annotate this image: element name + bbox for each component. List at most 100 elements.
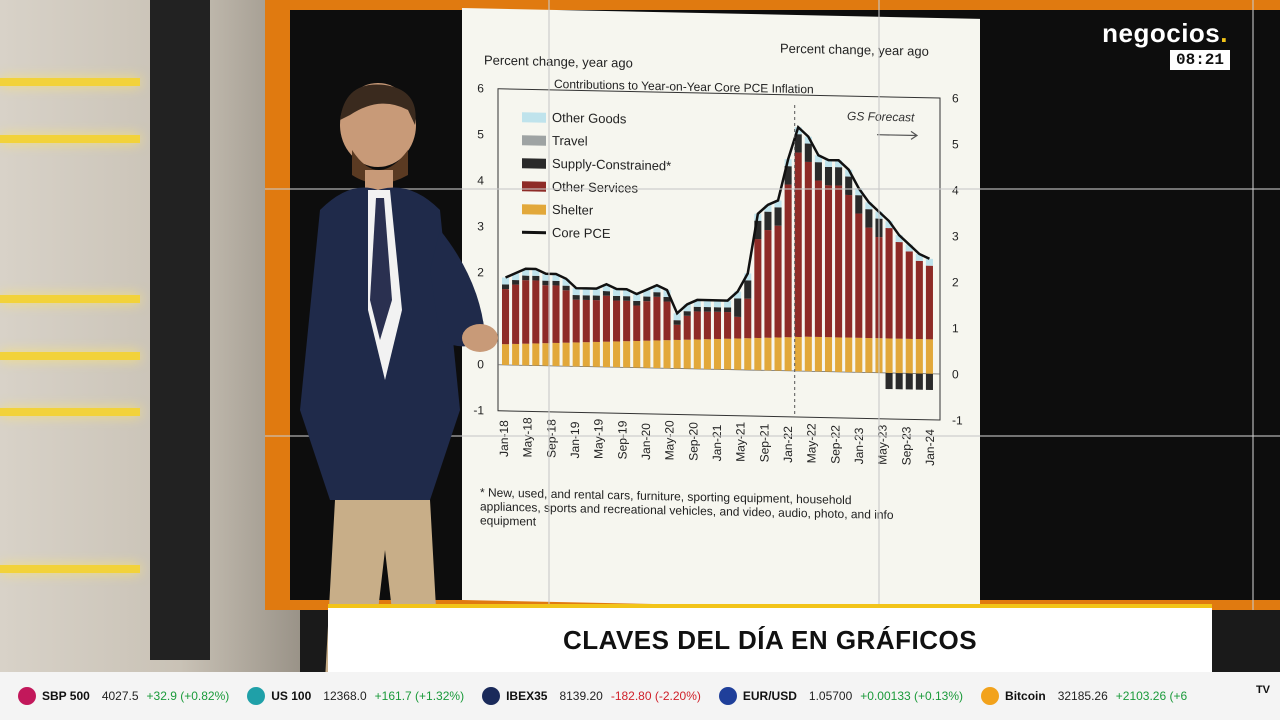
y-tick-right: 6 [952, 91, 959, 105]
bar-segment [713, 300, 722, 308]
bar-segment [653, 296, 661, 341]
bar-segment [693, 306, 701, 312]
legend-label: Supply-Constrained* [552, 156, 671, 173]
bar-segment [592, 341, 600, 367]
bar-segment [925, 258, 933, 266]
lower-third-banner: CLAVES DEL DÍA EN GRÁFICOS [328, 604, 1212, 672]
bar-segment [845, 194, 853, 338]
wall-seam [878, 0, 880, 610]
channel-logo: negocios. [1102, 18, 1228, 49]
legend-swatch [522, 158, 546, 169]
bar-segment [582, 299, 590, 343]
bar-segment [602, 341, 610, 368]
bar-segment [703, 300, 711, 308]
legend-label: Shelter [552, 202, 594, 218]
bar-segment [865, 209, 873, 228]
bar-segment [693, 311, 701, 340]
footnote-line-3: equipment [480, 513, 537, 528]
bar-segment [764, 211, 772, 231]
bar-segment [703, 339, 711, 370]
bar-segment [865, 227, 873, 339]
bar-segment [744, 280, 752, 299]
instrument-name: US 100 [271, 689, 312, 703]
core-pce-chart: Percent change, year ago Percent change,… [473, 41, 963, 529]
legend-label: Core PCE [552, 225, 611, 241]
x-tick-label: May-22 [805, 423, 819, 464]
bar-segment [713, 311, 722, 340]
bar-segment [582, 295, 590, 300]
y-tick-left: 6 [477, 81, 484, 95]
legend-swatch [522, 112, 546, 123]
bar-segment [744, 298, 752, 339]
y-tick-right: 2 [952, 275, 959, 289]
bar-segment [522, 275, 530, 281]
bar-segment [835, 337, 843, 372]
bar-segment [693, 339, 701, 370]
bar-segment [724, 338, 732, 370]
bar-segment [552, 342, 560, 367]
bar-segment [542, 273, 550, 281]
bar-segment [774, 337, 782, 371]
legend-label: Other Goods [552, 110, 627, 127]
instrument-name: EUR/USD [742, 689, 797, 703]
bar-segment [814, 180, 822, 338]
bar-segment [683, 339, 691, 369]
bar-segment [885, 338, 893, 374]
bar-segment [835, 185, 843, 338]
x-tick-label: Sep-23 [899, 426, 913, 465]
bar-segment [602, 291, 610, 296]
bar-segment-negative [915, 373, 923, 390]
bar-segment [522, 280, 530, 344]
bar-segment [734, 338, 742, 370]
wall-seam [265, 188, 1280, 190]
x-tick-label: Sep-18 [544, 419, 558, 458]
bar-segment [774, 225, 782, 338]
bar-segment [623, 296, 631, 301]
bar-segment [562, 290, 570, 343]
bar-segment [572, 288, 580, 296]
bar-segment [643, 296, 651, 302]
x-tick-label: May-19 [592, 418, 606, 459]
bar-segment [633, 293, 641, 302]
bar-segment [663, 340, 671, 369]
bar-segment [915, 339, 923, 374]
bar-segment [784, 184, 792, 338]
ticker-item: EUR/USD 1.05700 +0.00133 (+0.13%) [718, 687, 963, 705]
light-strip [0, 565, 140, 573]
x-tick-label: Jan-20 [639, 423, 653, 460]
bar-segment [724, 307, 732, 313]
bar-segment [744, 338, 752, 371]
light-strip [0, 352, 140, 360]
bar-segment [653, 292, 661, 297]
bar-segment [885, 227, 893, 339]
y-tick-right: 1 [952, 321, 959, 335]
ticker-item: SBP 500 4027.5 +32.9 (+0.82%) [18, 687, 229, 705]
bar-segment [562, 285, 570, 291]
x-tick-label: May-21 [734, 421, 748, 462]
bar-segment [895, 338, 903, 374]
legend-label: Travel [552, 133, 588, 149]
y-tick-left: 2 [477, 265, 484, 279]
bar-segment [532, 280, 540, 344]
instrument-icon [482, 687, 501, 705]
bar-segment [713, 307, 722, 312]
right-axis-unit: Percent change, year ago [780, 41, 929, 59]
ticker-item: US 100 12368.0 +161.7 (+1.32%) [247, 687, 464, 705]
bar-segment [512, 279, 520, 285]
x-tick-label: Jan-19 [568, 421, 582, 458]
x-tick-label: Jan-22 [781, 426, 795, 463]
wall-seam [548, 0, 550, 610]
x-tick-label: Jan-23 [852, 427, 866, 464]
presenter-figure [300, 83, 498, 680]
bar-segment-negative [925, 373, 933, 390]
instrument-change: +2103.26 (+6 [1115, 689, 1188, 703]
x-tick-label: Jan-21 [710, 424, 724, 461]
bar-segment [613, 288, 621, 297]
bar-segment [724, 311, 732, 339]
bar-segment [764, 230, 772, 338]
bar-segment [804, 336, 812, 372]
bar-segment [633, 300, 641, 306]
y-tick-left: 3 [477, 219, 484, 233]
instrument-change: +32.9 (+0.82%) [146, 689, 230, 703]
x-tick-label: May-20 [663, 420, 677, 461]
